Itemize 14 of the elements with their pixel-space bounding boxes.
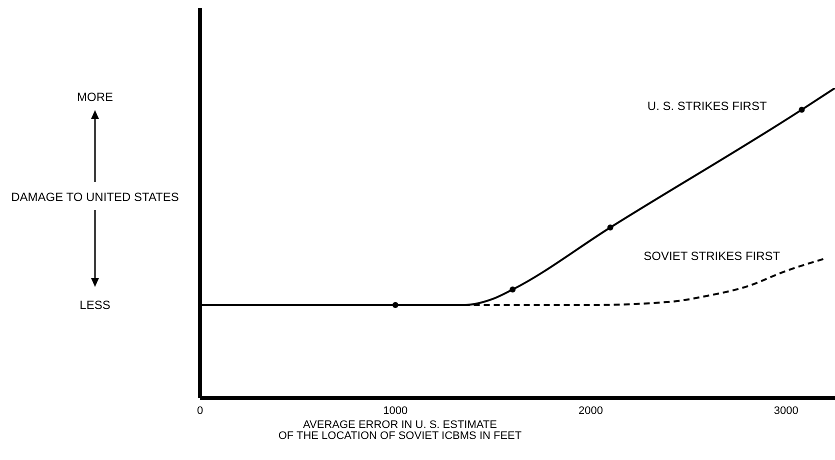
x-axis-title: AVERAGE ERROR IN U. S. ESTIMATE OF THE LOCATION OF SOVIET ICBMS IN FEET [277,419,523,442]
x-tick-label: 2000 [578,404,604,417]
x-tick-label: 3000 [774,404,798,417]
text: MORE [76,90,114,104]
series-label: SOVIET STRIKES FIRST [644,249,781,264]
point [607,224,614,230]
text: LESS [78,298,112,312]
series-label: U. S. STRIKES FIRST [647,98,768,113]
point [798,106,805,113]
x-tick-label: 0 [196,404,204,417]
x-tick-label: 1000 [383,404,408,417]
y-axis-title: DAMAGE TO UNITED STATES [10,190,180,204]
point [392,302,398,308]
point [510,286,516,292]
